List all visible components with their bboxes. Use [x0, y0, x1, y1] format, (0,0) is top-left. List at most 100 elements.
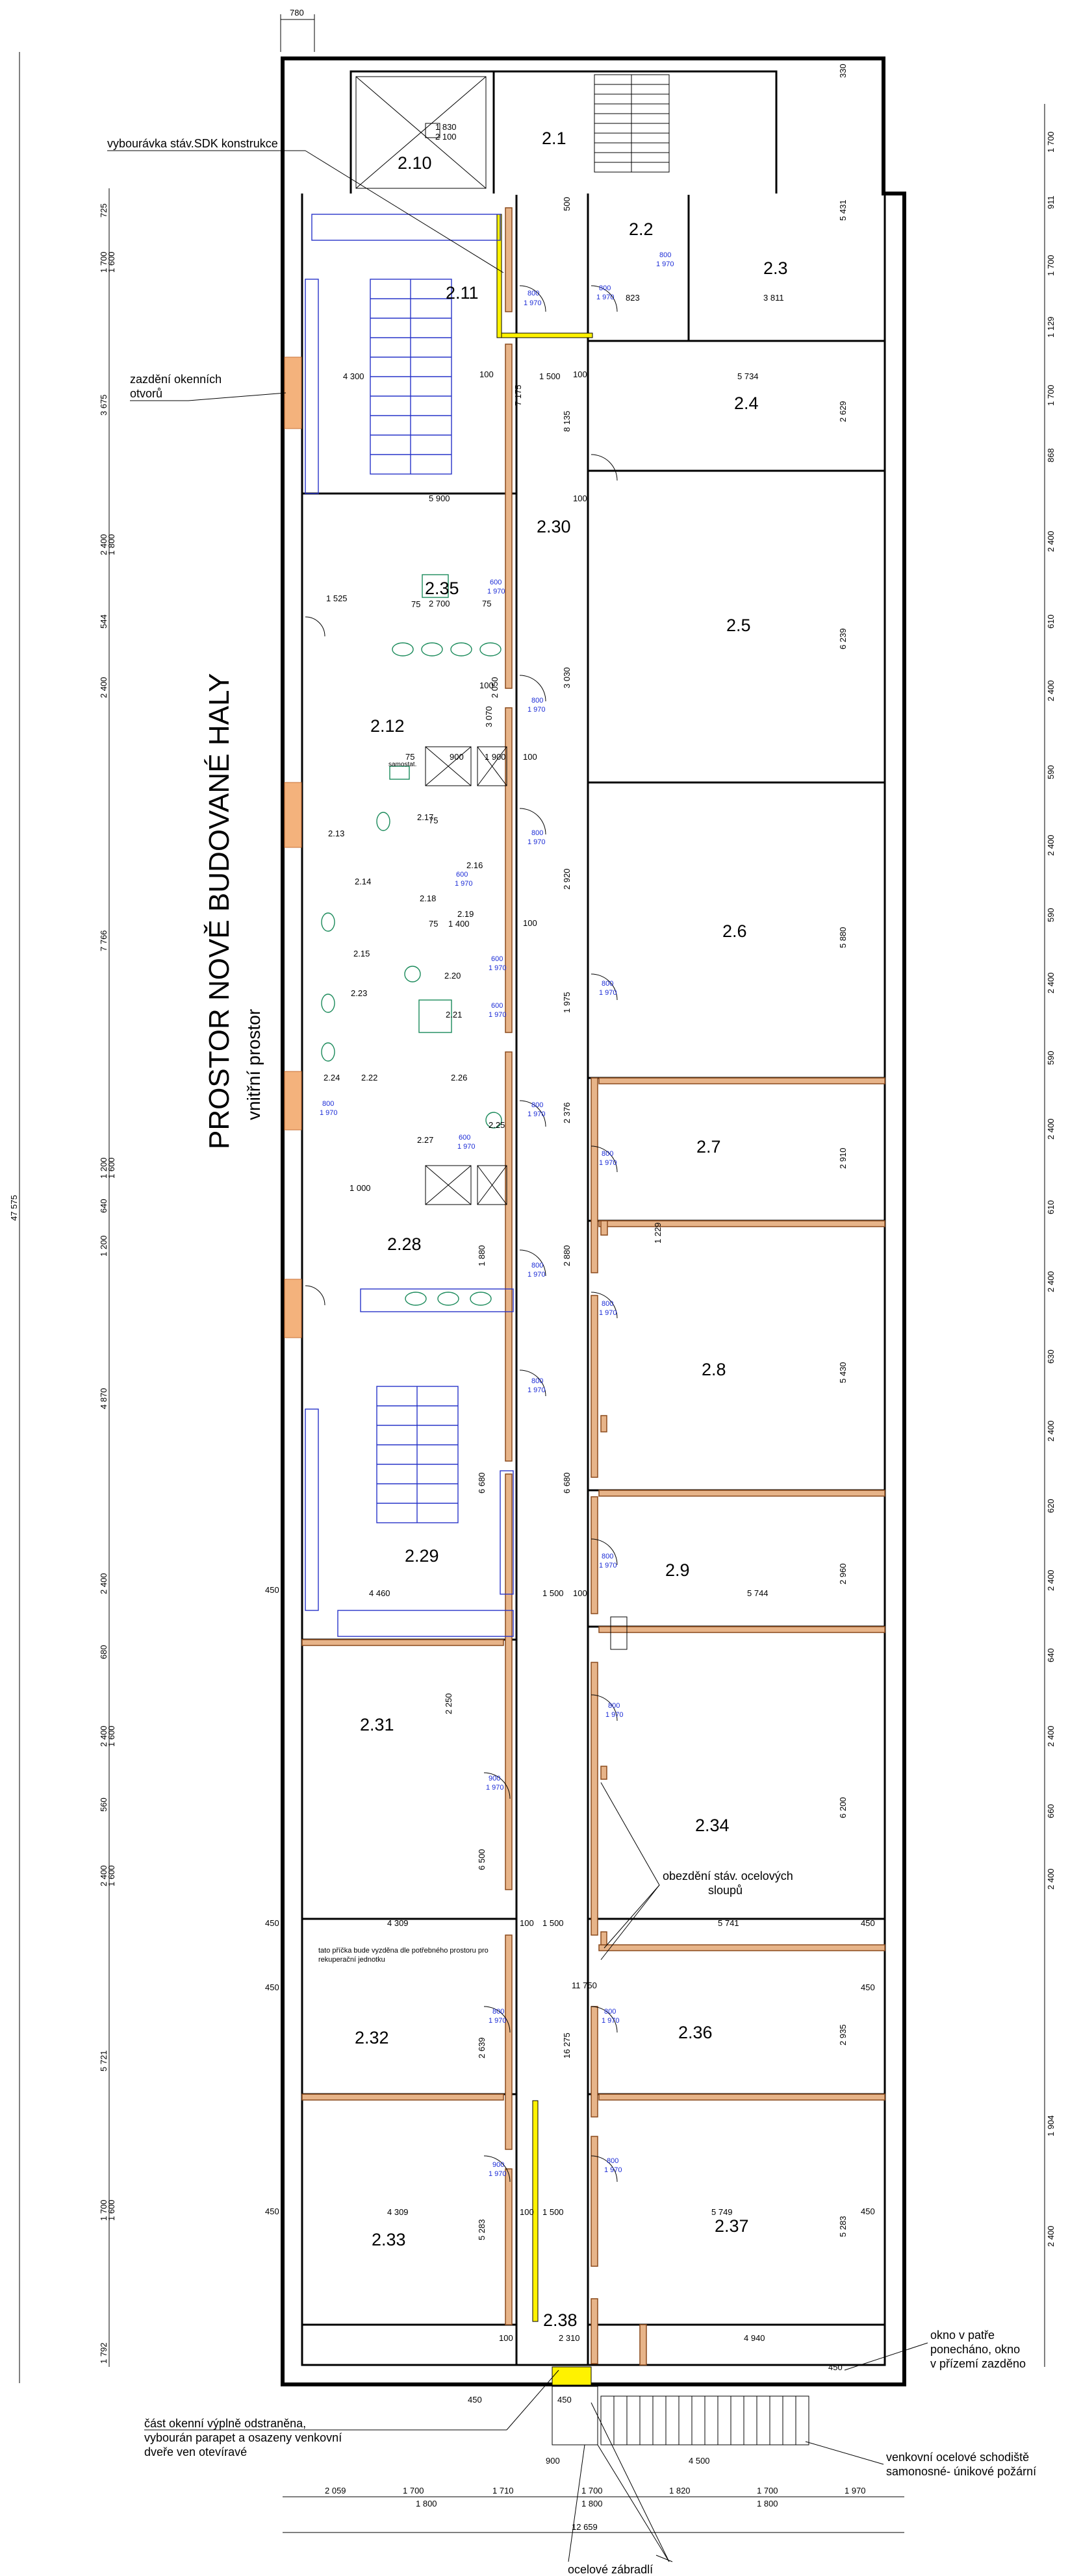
- door-width: 800: [531, 697, 543, 705]
- left-dim: 544: [99, 614, 108, 629]
- dim-75: 75: [429, 816, 438, 825]
- left-dim: 5 721: [99, 2050, 108, 2071]
- left-dim: 680: [99, 1645, 108, 1659]
- inner-space-title: vnitřní prostor: [244, 1009, 264, 1120]
- top-dimension: 780: [280, 8, 315, 52]
- dim-7175: 7 175: [513, 384, 523, 406]
- note-window-upper-3: v přízemí zazděno: [930, 2357, 1026, 2370]
- left-dim: 2 400: [99, 1573, 108, 1594]
- note-partition-1: tato příčka bude vyzděna dle potřebného …: [318, 1947, 489, 1955]
- room-2-5: 2.5: [726, 616, 751, 635]
- room-2-35: 2.35: [425, 579, 459, 598]
- horizontal-dimensions: 3 811 823 4 300 1 500 5 734 5 900 1 525 …: [265, 122, 875, 2343]
- dim-100: 100: [499, 2333, 513, 2343]
- dim-100: 100: [523, 752, 537, 762]
- dim-3070: 3 070: [484, 706, 494, 727]
- note-partition-2: rekuperační jednotku: [318, 1956, 385, 1964]
- dim-1880: 1 880: [477, 1245, 487, 1266]
- left-dimension-chain: 47 575 725 1 700 1 600 3 675 2 400 1 800…: [9, 52, 116, 2383]
- dim-100: 100: [523, 918, 537, 928]
- dim-5880: 5 880: [838, 927, 848, 948]
- dim-2910: 2 910: [838, 1147, 848, 1169]
- bottom-dim: 2 059: [325, 2486, 346, 2495]
- door-width: 900: [489, 1775, 500, 1782]
- note-window-wall-2: otvorů: [130, 387, 162, 400]
- room-2-30: 2.30: [537, 517, 571, 536]
- dim-4940: 4 940: [744, 2333, 765, 2343]
- dim-1975: 1 975: [562, 992, 572, 1013]
- door-height: 1 970: [528, 706, 546, 714]
- right-dim: 2 400: [1046, 1868, 1056, 1890]
- dim-2050: 2 050: [490, 677, 500, 698]
- door-height: 1 970: [320, 1109, 338, 1117]
- door-labels: 800 1 970 800 1 970 800 1 970 600 1 970 …: [320, 251, 674, 2178]
- room-2-10: 2.10: [398, 153, 432, 173]
- dim-1500: 1 500: [542, 1588, 564, 1598]
- new-walls: [301, 207, 885, 2366]
- door-width: 800: [531, 1377, 543, 1385]
- dim-500: 500: [562, 197, 572, 211]
- room-2-23: 2.23: [351, 988, 367, 998]
- dim-5734: 5 734: [737, 371, 759, 381]
- right-dim: 1 700: [1046, 131, 1056, 153]
- dim-100: 100: [520, 2207, 534, 2217]
- note-window-removed-3: dveře ven otevíravé: [144, 2445, 247, 2458]
- left-dim: 2 400: [99, 1725, 108, 1747]
- note-standing: samostat.: [388, 761, 416, 768]
- room-2-20: 2.20: [444, 971, 461, 981]
- dim-75: 75: [429, 919, 438, 929]
- room-2-3: 2.3: [763, 258, 788, 278]
- right-dim: 590: [1046, 765, 1056, 779]
- left-dim: 1 600: [107, 1865, 116, 1886]
- dim-1830: 1 830: [435, 122, 457, 132]
- room-2-17: 2.17: [417, 812, 433, 822]
- door-width: 600: [456, 871, 468, 879]
- note-window-removed-1: část okenní výplně odstraněna,: [144, 2417, 306, 2430]
- room-2-27: 2.27: [417, 1135, 433, 1145]
- left-dim: 725: [99, 203, 108, 218]
- door-width: 800: [602, 1553, 613, 1560]
- left-dim: 1 792: [99, 2342, 108, 2364]
- note-window-wall-1: zazdění okenních: [130, 373, 222, 386]
- left-dim: 1 600: [107, 251, 116, 273]
- door-width: 600: [490, 579, 502, 586]
- right-dim: 590: [1046, 908, 1056, 922]
- door-width: 800: [659, 251, 671, 259]
- room-2-16: 2.16: [466, 860, 483, 870]
- bottom-dim-2: 1 800: [416, 2499, 437, 2508]
- door-height: 1 970: [487, 588, 505, 595]
- building-outline: [281, 56, 906, 2386]
- door-height: 1 970: [656, 260, 674, 268]
- bottom-dim: 1 700: [757, 2486, 778, 2495]
- bottom-dimension-chain: 900 4 500 2 059 1 700 1 710 1 700 1 820 …: [283, 2362, 904, 2533]
- room-2-15: 2.15: [353, 949, 370, 958]
- left-dim: 7 766: [99, 930, 108, 951]
- right-dim: 911: [1046, 195, 1056, 209]
- door-height: 1 970: [596, 294, 615, 301]
- dim-100: 100: [573, 494, 587, 503]
- right-dim: 1 129: [1046, 316, 1056, 338]
- dim-450: 450: [861, 2207, 875, 2216]
- door-height: 1 970: [489, 2017, 507, 2025]
- annotations: vybourávka stáv.SDK konstrukce zazdění o…: [107, 137, 1036, 2576]
- dim-2700: 2 700: [429, 599, 450, 608]
- room-2-7: 2.7: [696, 1137, 721, 1157]
- dim-total-width: 12 659: [572, 2522, 598, 2532]
- door-width: 800: [531, 1262, 543, 1269]
- room-2-33: 2.33: [372, 2230, 406, 2249]
- note-window-removed-2: vybourán parapet a osazeny venkovní: [144, 2431, 342, 2444]
- door-width: 600: [491, 1002, 503, 1010]
- dim-6239: 6 239: [838, 628, 848, 649]
- note-demolition: vybourávka stáv.SDK konstrukce: [107, 137, 278, 150]
- right-dim: 868: [1046, 448, 1056, 462]
- dim-2629: 2 629: [838, 401, 848, 422]
- left-dim: 1 200: [99, 1157, 108, 1179]
- room-2-28: 2.28: [387, 1234, 422, 1254]
- dim-6680: 6 680: [477, 1472, 487, 1494]
- right-dim: 1 700: [1046, 255, 1056, 276]
- bottom-dim-2: 1 800: [757, 2499, 778, 2508]
- door-height: 1 970: [524, 299, 542, 307]
- room-2-37: 2.37: [715, 2216, 749, 2236]
- dim-75: 75: [405, 752, 414, 762]
